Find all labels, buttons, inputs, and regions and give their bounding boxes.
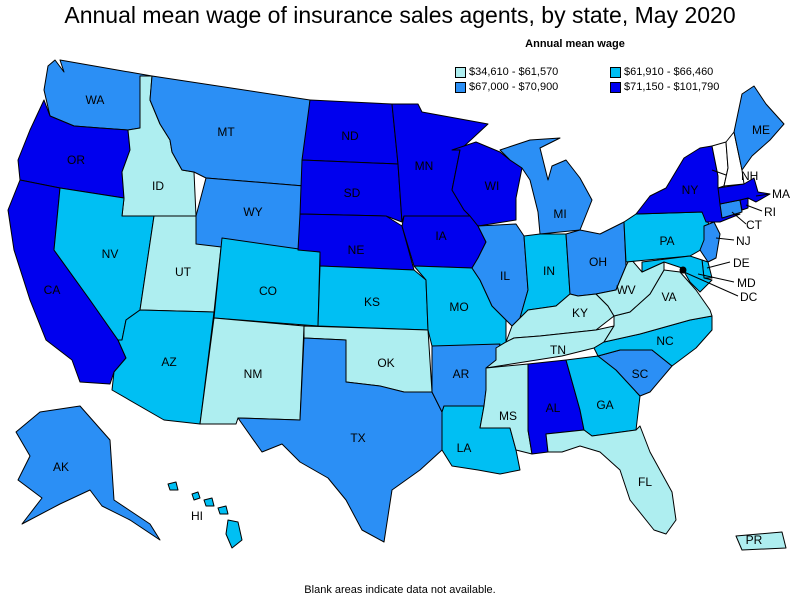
state-md[interactable] [641,255,713,293]
label-leader-lines [683,169,771,297]
state-ma[interactable] [717,177,771,205]
label-or: OR [67,153,85,167]
footnote: Blank areas indicate data not available. [304,584,496,596]
label-ky: KY [572,306,588,320]
label-sc: SC [632,367,649,381]
label-va: VA [661,290,676,304]
state-fl[interactable] [545,425,677,535]
legend-swatch-bin-3 [455,81,466,93]
label-al: AL [546,401,561,415]
label-sd: SD [344,186,361,200]
label-ks: KS [364,295,380,309]
label-wa: WA [86,93,105,107]
label-de: DE [733,256,750,270]
state-me[interactable] [733,85,785,171]
legend-label-bin-4: $71,150 - $101,790 [624,81,720,93]
label-ms: MS [499,409,517,423]
legend-item-bin-3: $67,000 - $70,900 [455,81,558,95]
label-la: LA [457,441,472,455]
label-wy: WY [243,205,262,219]
state-hi[interactable] [167,481,243,549]
label-nv: NV [102,247,119,261]
label-wv: WV [616,283,635,297]
label-ma: MA [772,187,790,201]
label-pa: PA [659,234,674,248]
state-co[interactable] [213,237,321,327]
label-ne: NE [348,243,365,257]
label-mo: MO [449,300,468,314]
legend-swatch-bin-1 [455,66,466,78]
label-tn: TN [550,343,566,357]
state-la[interactable] [441,405,521,475]
label-me: ME [752,123,770,137]
label-pr: PR [746,533,763,547]
label-il: IL [500,269,510,283]
map-title: Annual mean wage of insurance sales agen… [64,2,736,28]
label-ak: AK [53,460,69,474]
legend-title: Annual mean wage [525,38,625,50]
legend-item-bin-2: $61,910 - $66,460 [610,66,713,80]
label-az: AZ [161,355,176,369]
label-nd: ND [341,129,359,143]
label-hi: HI [191,509,203,523]
label-ny: NY [682,183,699,197]
label-wi: WI [485,179,500,193]
state-sd[interactable] [299,159,403,223]
legend-item-bin-4: $71,150 - $101,790 [610,81,719,95]
legend-label-bin-2: $61,910 - $66,460 [624,66,714,78]
label-nh: NH [741,169,758,183]
state-shapes [7,59,787,551]
state-tx[interactable] [237,337,443,543]
label-in: IN [543,264,555,278]
territory-pr[interactable] [735,531,787,551]
label-id: ID [152,179,164,193]
label-ct: CT [746,218,763,232]
legend-item-bin-1: $34,610 - $61,570 [455,66,558,80]
legend-swatch-bin-2 [610,66,621,78]
label-nm: NM [244,367,263,381]
state-wi[interactable] [451,141,523,227]
label-ga: GA [596,398,613,412]
label-ia: IA [435,229,446,243]
label-mn: MN [415,159,434,173]
label-ri: RI [764,205,776,219]
dc-marker[interactable] [679,266,687,274]
label-fl: FL [638,475,652,489]
state-ak[interactable] [15,405,161,541]
legend-label-bin-1: $34,610 - $61,570 [469,66,559,78]
state-nj[interactable] [699,221,721,263]
label-mi: MI [553,207,566,221]
label-nc: NC [656,334,674,348]
label-tx: TX [350,431,365,445]
label-nj: NJ [736,234,751,248]
label-ok: OK [377,356,394,370]
label-ar: AR [453,367,470,381]
state-mi[interactable] [499,137,593,235]
label-mt: MT [217,125,235,139]
label-ut: UT [175,265,192,279]
state-labels: WA OR CA ID NV UT AZ MT WY CO NM ND SD N… [44,93,790,547]
label-co: CO [259,284,277,298]
legend-label-bin-3: $67,000 - $70,900 [469,81,559,93]
legend-swatch-bin-4 [610,81,621,93]
label-oh: OH [589,255,607,269]
label-ca: CA [44,283,61,297]
label-dc: DC [740,290,758,304]
label-md: MD [737,276,756,290]
